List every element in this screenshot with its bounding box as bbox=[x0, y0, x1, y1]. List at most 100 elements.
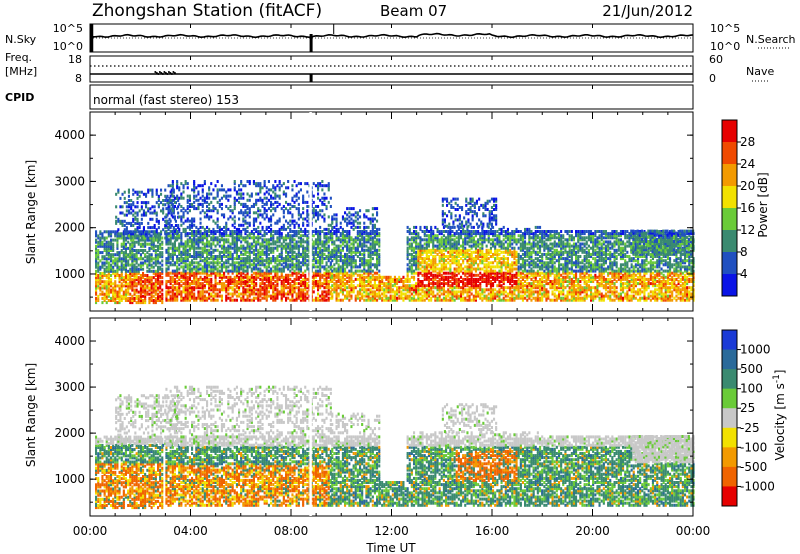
echo-cell bbox=[438, 230, 441, 233]
echo-cell bbox=[447, 284, 450, 288]
echo-cell bbox=[410, 265, 413, 269]
echo-cell bbox=[329, 290, 332, 294]
echo-cell bbox=[208, 296, 211, 300]
echo-cell bbox=[359, 209, 362, 213]
echo-cell bbox=[107, 284, 110, 288]
echo-cell bbox=[393, 298, 396, 302]
echo-cell bbox=[344, 286, 347, 290]
echo-cell bbox=[425, 265, 428, 269]
echo-cell bbox=[248, 286, 251, 290]
echo-cell bbox=[180, 284, 183, 288]
echo-cell bbox=[134, 215, 137, 219]
echo-cell bbox=[180, 240, 183, 244]
echo-cell bbox=[297, 290, 300, 294]
echo-cell bbox=[257, 273, 260, 277]
echo-cell bbox=[110, 244, 113, 248]
echo-cell bbox=[216, 223, 219, 227]
echo-cell bbox=[432, 280, 435, 283]
echo-cell bbox=[363, 288, 366, 292]
echo-cell bbox=[425, 273, 428, 277]
echo-cell bbox=[270, 286, 273, 290]
echo-cell bbox=[244, 261, 247, 265]
echo-cell bbox=[267, 219, 270, 223]
echo-cell bbox=[240, 292, 243, 296]
echo-cell bbox=[440, 269, 443, 273]
echo-cell bbox=[255, 292, 258, 296]
echo-cell bbox=[376, 257, 379, 261]
echo-cell bbox=[171, 244, 174, 248]
echo-cell bbox=[99, 230, 102, 234]
echo-cell bbox=[188, 273, 191, 277]
echo-cell bbox=[152, 261, 155, 265]
echo-cell bbox=[335, 296, 338, 300]
echo-cell bbox=[317, 238, 320, 242]
echo-cell bbox=[425, 242, 428, 246]
echo-cell bbox=[173, 205, 176, 208]
echo-cell bbox=[285, 207, 288, 211]
echo-cell bbox=[447, 246, 450, 250]
echo-cell bbox=[323, 257, 326, 261]
echo-cell bbox=[265, 196, 268, 200]
echo-cell bbox=[285, 273, 288, 277]
echo-cell bbox=[95, 255, 98, 259]
echo-cell bbox=[278, 255, 281, 258]
echo-cell bbox=[155, 234, 158, 238]
echo-cell bbox=[323, 296, 326, 300]
echo-cell bbox=[319, 286, 322, 290]
echo-cell bbox=[118, 267, 121, 271]
echo-cell bbox=[445, 246, 448, 250]
echo-cell bbox=[117, 190, 120, 194]
echo-cell bbox=[276, 288, 279, 292]
echo-cell bbox=[383, 282, 386, 286]
echo-cell bbox=[157, 299, 160, 302]
echo-cell bbox=[173, 269, 176, 273]
echo-cell bbox=[331, 248, 334, 252]
echo-cell bbox=[378, 244, 381, 248]
echo-cell bbox=[235, 250, 238, 254]
echo-cell bbox=[246, 225, 249, 229]
echo-cell bbox=[216, 209, 219, 213]
echo-cell bbox=[240, 236, 243, 240]
echo-cell bbox=[442, 259, 445, 263]
echo-cell bbox=[223, 273, 226, 277]
echo-cell bbox=[173, 248, 176, 252]
echo-cell bbox=[421, 248, 424, 252]
echo-cell bbox=[350, 290, 353, 294]
echo-cell bbox=[238, 257, 241, 261]
echo-cell bbox=[314, 246, 317, 250]
echo-cell bbox=[291, 244, 294, 248]
echo-cell bbox=[314, 250, 317, 254]
echo-cell bbox=[346, 292, 349, 296]
echo-cell bbox=[341, 273, 344, 277]
echo-cell bbox=[319, 198, 322, 202]
echo-cell bbox=[356, 273, 359, 277]
echo-cell bbox=[367, 280, 370, 283]
echo-cell bbox=[203, 232, 206, 236]
echo-cell bbox=[233, 265, 236, 269]
echo-cell bbox=[154, 261, 157, 265]
echo-cell bbox=[110, 278, 113, 282]
echo-cell bbox=[122, 267, 125, 271]
echo-cell bbox=[369, 248, 372, 252]
echo-cell bbox=[208, 273, 211, 277]
echo-cell bbox=[146, 290, 149, 294]
echo-cell bbox=[430, 236, 433, 240]
echo-cell bbox=[274, 188, 277, 192]
echo-cell bbox=[341, 290, 344, 294]
echo-cell bbox=[124, 255, 127, 259]
echo-cell bbox=[280, 263, 283, 267]
echo-cell bbox=[173, 242, 176, 246]
echo-cell bbox=[110, 242, 113, 246]
echo-cell bbox=[317, 252, 320, 256]
echo-cell bbox=[267, 207, 270, 211]
echo-cell bbox=[257, 213, 260, 217]
echo-cell bbox=[201, 267, 204, 271]
echo-cell bbox=[314, 257, 317, 261]
echo-cell bbox=[306, 242, 309, 246]
echo-cell bbox=[103, 294, 106, 298]
echo-cell bbox=[373, 248, 376, 252]
echo-cell bbox=[129, 296, 132, 300]
echo-cell bbox=[180, 182, 183, 186]
echo-cell bbox=[293, 244, 296, 248]
echo-cell bbox=[447, 225, 450, 229]
